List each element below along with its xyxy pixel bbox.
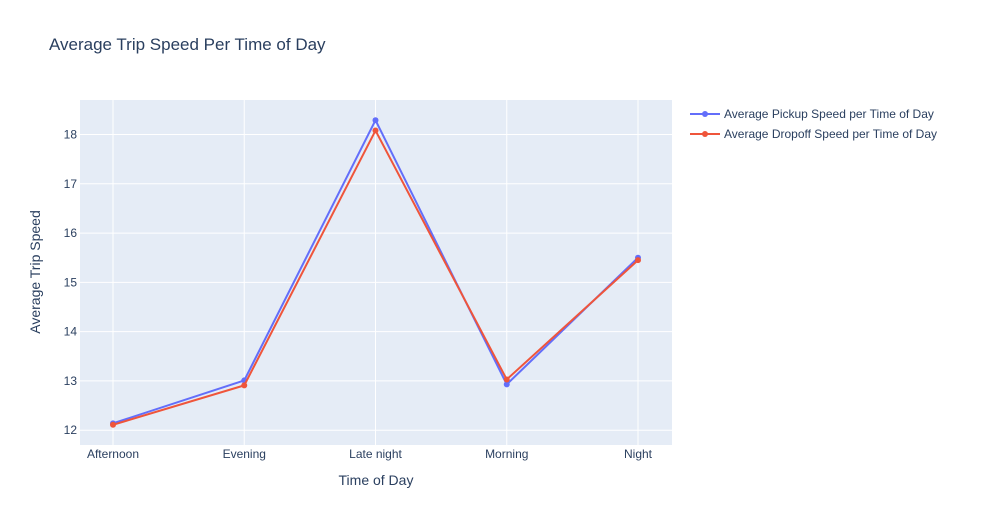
series-1-point xyxy=(503,376,510,383)
series-1-point xyxy=(241,382,248,389)
series-1-point xyxy=(110,421,116,428)
y-tick-label: 13 xyxy=(64,374,78,388)
legend-label-1: Average Dropoff Speed per Time of Day xyxy=(724,127,937,141)
y-tick-label: 12 xyxy=(64,423,78,437)
gridlines xyxy=(80,100,672,445)
chart-title: Average Trip Speed Per Time of Day xyxy=(49,35,326,54)
legend: Average Pickup Speed per Time of Day Aver… xyxy=(690,107,937,141)
x-tick-label: Afternoon xyxy=(87,447,139,461)
series-layer xyxy=(110,117,641,428)
y-axis-title: Average Trip Speed xyxy=(27,210,43,334)
legend-label-0: Average Pickup Speed per Time of Day xyxy=(724,107,934,121)
y-tick-label: 17 xyxy=(64,177,78,191)
y-tick-label: 14 xyxy=(64,325,78,339)
series-1-point xyxy=(635,257,641,264)
legend-marker-1 xyxy=(702,131,708,137)
y-tick-label: 16 xyxy=(64,226,78,240)
x-axis-ticks: Afternoon Evening Late night Morning Night xyxy=(87,447,653,461)
series-1-point xyxy=(372,127,379,134)
legend-marker-0 xyxy=(702,111,708,117)
y-tick-label: 15 xyxy=(64,275,78,289)
series-0-point xyxy=(503,381,510,388)
x-tick-label: Evening xyxy=(223,447,266,461)
series-0-point xyxy=(372,117,379,124)
x-tick-label: Night xyxy=(624,447,653,461)
x-tick-label: Late night xyxy=(349,447,402,461)
x-axis-title: Time of Day xyxy=(339,472,414,488)
x-tick-label: Morning xyxy=(485,447,528,461)
y-axis-ticks: 12 13 14 15 16 17 18 xyxy=(64,128,78,438)
y-tick-label: 18 xyxy=(64,128,78,142)
